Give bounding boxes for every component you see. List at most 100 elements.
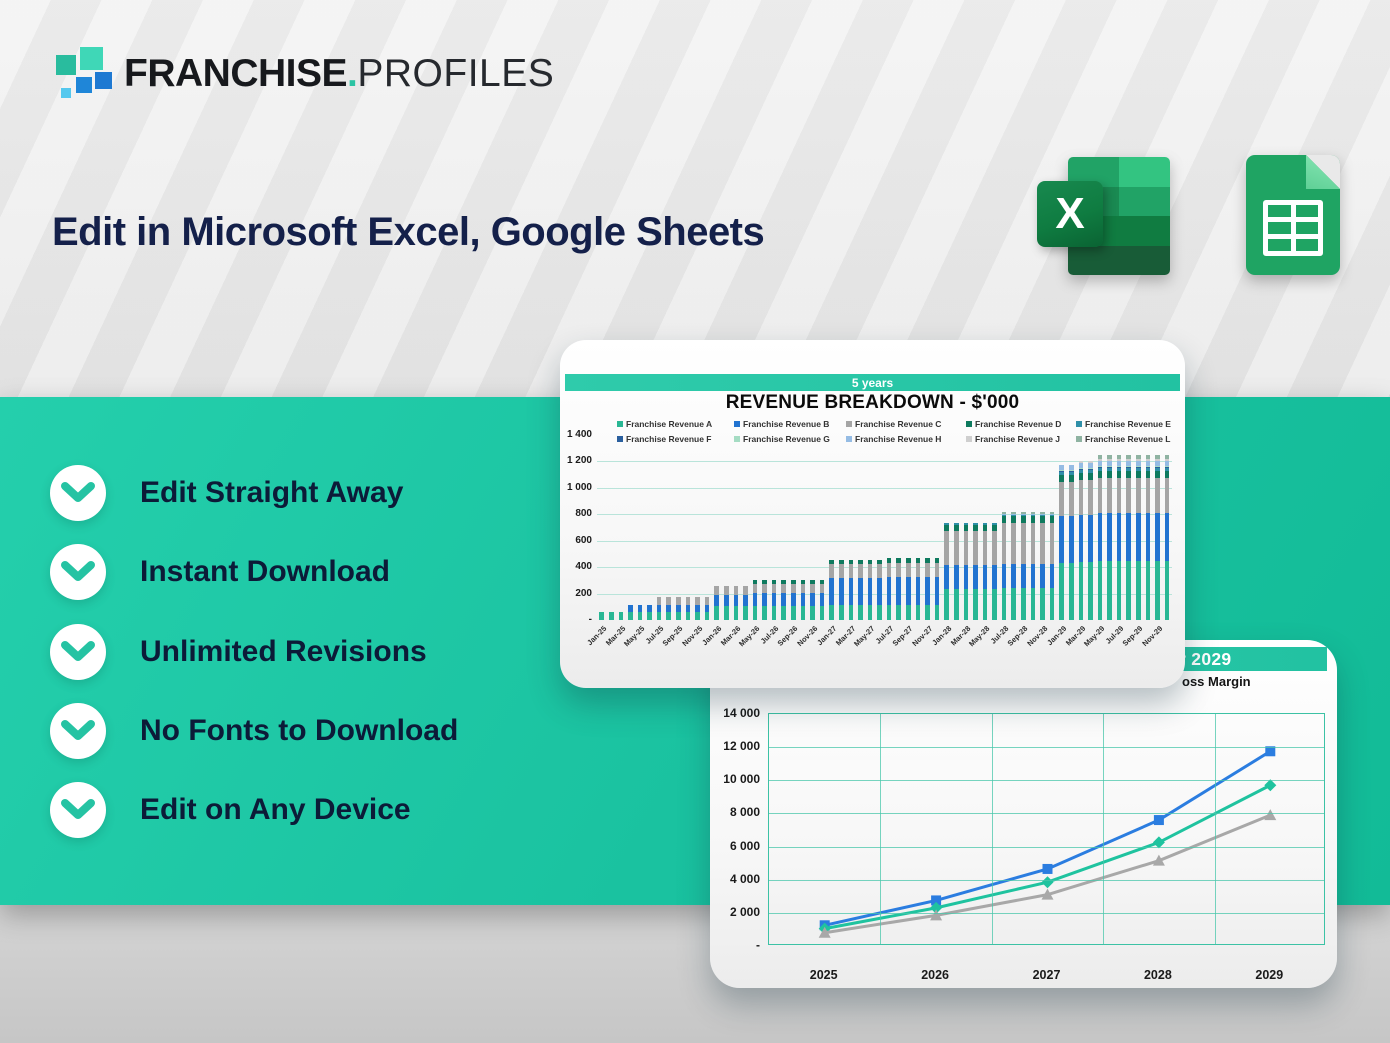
bar-segment: [877, 605, 882, 620]
bar-segment: [992, 564, 997, 589]
bar-segment: [800, 593, 806, 606]
bar-segment: [1145, 477, 1151, 514]
bar-segment: [752, 605, 758, 620]
legend-item: Franchise Revenue A: [617, 419, 712, 429]
bar-segment: [1097, 460, 1103, 466]
bar-segment: [752, 593, 758, 606]
bar-segment: [1030, 514, 1036, 517]
bar-chart-plot: [597, 435, 1172, 620]
bar-segment: [829, 605, 834, 620]
bar-segment: [1001, 513, 1007, 515]
legend-label: Franchise Revenue H: [855, 434, 942, 444]
y-axis-tick-label: 14 000: [723, 706, 760, 720]
bar-segment: [1136, 513, 1141, 562]
bar-segment: [1145, 455, 1151, 460]
bar-segment: [704, 597, 710, 605]
bar-segment: [1107, 459, 1112, 461]
bar-segment: [1068, 471, 1074, 473]
chevron-down-icon: [50, 782, 106, 838]
bar-segment: [1059, 465, 1064, 471]
bar-segment: [1078, 479, 1084, 515]
line-series-canvas: [818, 746, 1277, 938]
bar-segment: [1136, 460, 1141, 466]
gridline-vertical: [991, 714, 993, 944]
bar-segment: [1078, 461, 1084, 463]
gridline: [597, 487, 1172, 489]
bar-segment: [714, 606, 719, 620]
bar-segment: [1021, 513, 1026, 515]
bar-segment: [723, 594, 729, 607]
bar-segment: [1155, 470, 1160, 478]
x-axis-tick-label: 2026: [921, 968, 949, 982]
legend-item: Franchise Revenue L: [1076, 434, 1171, 444]
bar-segment: [714, 594, 719, 607]
bar-segment: [1001, 512, 1007, 514]
bar-segment: [676, 604, 681, 612]
bar-segment: [915, 562, 921, 578]
bar-segment: [1021, 563, 1026, 589]
legend-label: Franchise Revenue G: [743, 434, 830, 444]
bar-segment: [1030, 516, 1036, 523]
bar-segment: [1001, 516, 1007, 523]
feature-item: Edit Straight Away: [50, 465, 403, 521]
chevron-down-icon: [50, 544, 106, 600]
bar-segment: [982, 530, 988, 565]
bar-segment: [1145, 459, 1151, 461]
bar-segment: [963, 523, 969, 525]
bar-segment: [1097, 513, 1103, 562]
bar-segment: [628, 611, 633, 620]
diamond-data-point-marker: [930, 901, 943, 914]
bar-segment: [906, 577, 911, 605]
bar-segment: [982, 524, 988, 531]
bar-segment: [829, 578, 834, 606]
bar-segment: [1155, 513, 1160, 562]
bar-segment: [1116, 459, 1122, 461]
bar-segment: [704, 604, 710, 612]
bar-segment: [1088, 514, 1093, 562]
bar-segment: [666, 611, 672, 620]
bar-segment: [810, 605, 815, 620]
bar-segment: [791, 593, 796, 606]
chart-title: REVENUE BREAKDOWN - $'000: [725, 392, 1020, 413]
bar-segment: [1116, 561, 1122, 620]
bar-segment: [944, 588, 949, 620]
y-axis-tick-label: 600: [575, 534, 592, 546]
bar-segment: [1011, 563, 1017, 589]
bar-segment: [848, 564, 854, 579]
bar-segment: [733, 586, 739, 595]
gridline: [597, 593, 1172, 595]
bar-segment: [867, 578, 873, 606]
bar-segment: [829, 559, 834, 565]
bar-segment: [810, 593, 815, 606]
bar-segment: [1049, 514, 1055, 517]
legend-item: Franchise Revenue E: [1076, 419, 1171, 429]
bar-segment: [973, 588, 978, 620]
bar-segment: [1145, 465, 1151, 467]
bar-segment: [791, 580, 796, 585]
bar-segment: [973, 524, 978, 531]
bar-segment: [1068, 475, 1074, 483]
bar-segment: [982, 523, 988, 525]
bar-segment: [1097, 455, 1103, 460]
bar-segment: [1011, 514, 1017, 517]
bar-segment: [858, 605, 863, 620]
bar-segment: [953, 588, 959, 620]
bar-segment: [1116, 465, 1122, 467]
excel-icon: X: [1037, 153, 1172, 277]
excel-letter: X: [1055, 189, 1085, 238]
bar-segment: [685, 597, 691, 605]
bar-segment: [858, 564, 863, 579]
bar-segment: [1136, 468, 1141, 471]
logo-square-blue: [76, 77, 92, 93]
bar-segment: [1126, 465, 1132, 467]
triangle-data-point-marker: [1264, 809, 1277, 821]
bar-segment: [1126, 455, 1132, 460]
bar-segment: [1049, 516, 1055, 523]
bar-segment: [906, 604, 911, 620]
y-axis-tick-label: 10 000: [723, 772, 760, 787]
bar-segment: [1088, 561, 1093, 620]
y-axis-tick-label: 400: [575, 561, 592, 573]
google-sheets-icon: [1246, 155, 1340, 275]
bar-segment: [1155, 466, 1160, 469]
bar-segment: [1155, 477, 1160, 514]
